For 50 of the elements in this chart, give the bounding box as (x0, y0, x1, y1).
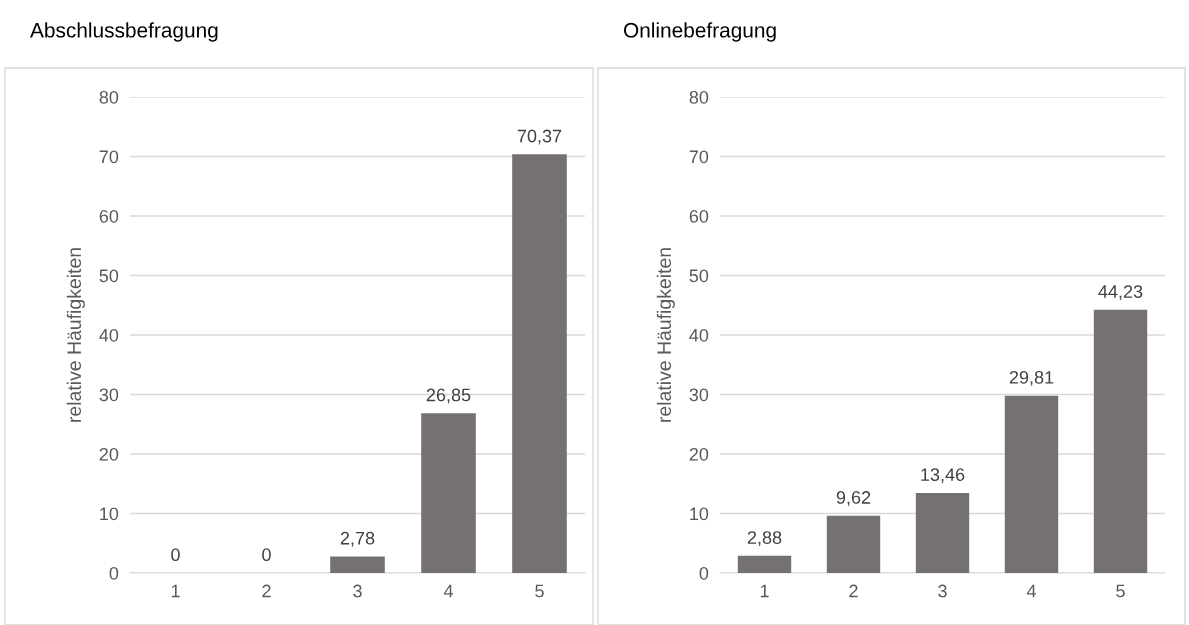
bar (421, 413, 476, 573)
y-axis-title: relative Häufigkeiten (656, 248, 675, 422)
y-tick-label: 60 (99, 209, 119, 223)
y-tick-label: 10 (690, 507, 709, 521)
x-tick-label: 4 (443, 584, 453, 598)
data-label: 2,88 (747, 531, 782, 547)
data-label: 0 (171, 548, 180, 562)
y-tick-label: 0 (699, 566, 709, 580)
data-label: 9,62 (836, 491, 871, 506)
x-tick-label: 3 (938, 584, 947, 598)
x-tick-label: 1 (171, 584, 180, 598)
y-tick-label: 20 (689, 447, 709, 461)
bar (737, 555, 792, 573)
bar (1004, 395, 1059, 573)
y-tick-label: 10 (100, 507, 119, 521)
data-label: 26,85 (426, 388, 471, 404)
chart-title: Onlinebefragung (623, 22, 776, 42)
y-tick-label: 50 (689, 269, 709, 283)
x-tick-label: 5 (1116, 584, 1125, 598)
bar (826, 515, 881, 573)
y-tick-label: 30 (99, 388, 119, 402)
x-tick-label: 2 (849, 584, 858, 598)
y-tick-label: 70 (689, 150, 709, 164)
y-tick-label: 80 (99, 90, 119, 104)
y-tick-label: 80 (689, 90, 709, 104)
data-label: 13,46 (921, 468, 965, 484)
data-label: 44,23 (1098, 285, 1143, 301)
bar (330, 556, 385, 573)
y-tick-label: 60 (689, 209, 709, 223)
y-axis-title: relative Häufigkeiten (66, 248, 85, 422)
x-tick-label: 5 (535, 584, 544, 598)
data-label: 29,81 (1009, 370, 1054, 386)
y-tick-label: 30 (689, 388, 709, 402)
y-tick-label: 40 (689, 328, 709, 342)
data-label: 2,78 (340, 531, 375, 547)
bar (1093, 309, 1148, 573)
y-tick-label: 0 (109, 566, 119, 580)
bar (915, 492, 970, 573)
y-tick-label: 20 (99, 447, 119, 461)
x-tick-label: 3 (353, 584, 362, 598)
x-tick-label: 2 (262, 584, 271, 598)
x-tick-label: 4 (1026, 584, 1036, 598)
x-tick-label: 1 (760, 584, 769, 598)
y-tick-label: 40 (99, 328, 119, 342)
data-label: 70,37 (517, 129, 562, 145)
bar (512, 154, 567, 573)
y-tick-label: 70 (99, 150, 119, 164)
data-label: 0 (262, 548, 271, 562)
y-tick-label: 50 (99, 269, 119, 283)
chart-title: Abschlussbefragung (30, 22, 218, 42)
